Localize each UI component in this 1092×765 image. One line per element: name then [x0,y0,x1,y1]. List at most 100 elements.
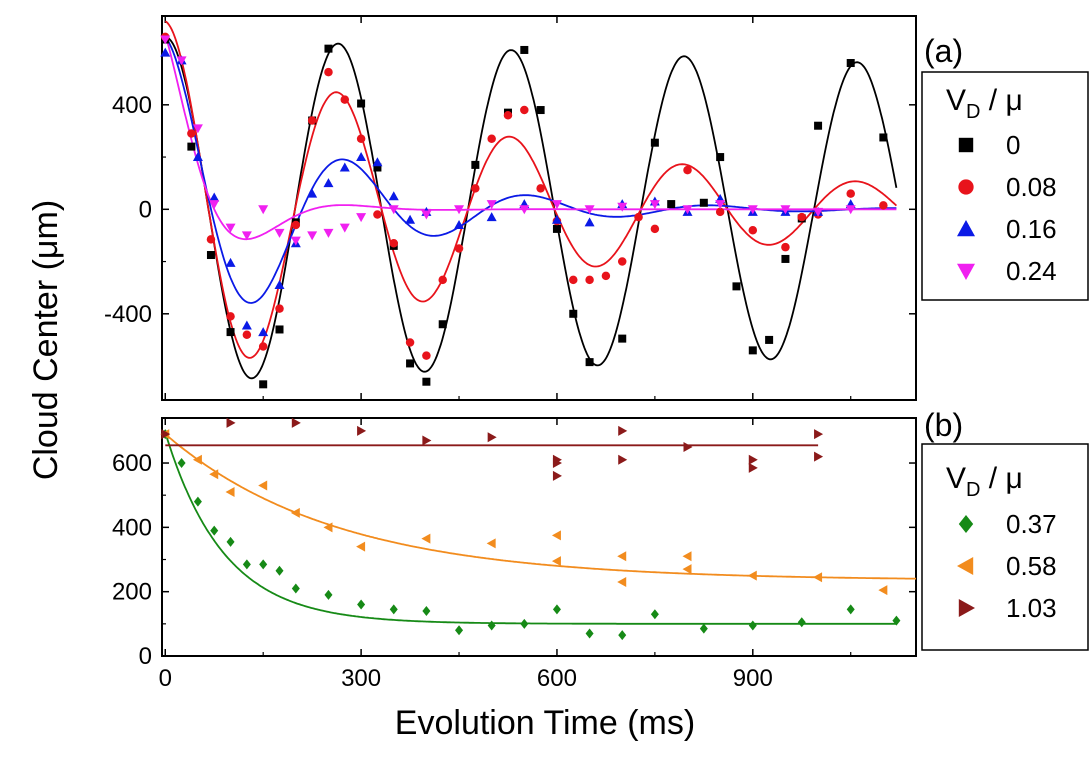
data-point-0.08 [879,201,888,210]
data-point-0 [748,346,757,355]
y-tick-label: 600 [112,450,152,477]
panel-a-ticks: -400 0 400 [104,16,916,400]
data-point-0.08 [291,220,301,230]
data-point-0.24 [258,205,269,215]
data-point-1.03 [683,441,693,452]
data-point-0.58 [617,577,627,588]
data-point-0.24 [274,228,285,238]
data-point-0.08 [258,342,268,351]
data-point-0 [716,153,725,162]
x-tick-label: 300 [341,665,381,692]
data-point-0.24 [584,205,595,215]
data-point-0.08 [569,275,578,285]
data-point-0.08 [226,312,235,321]
data-point-0.16 [388,191,399,201]
data-point-0 [699,198,708,207]
data-point-0.37 [177,458,186,469]
data-point-0 [552,224,561,233]
data-point-0.58 [421,533,431,544]
data-point-0.37 [748,620,757,631]
data-point-0.16 [225,257,236,267]
legend-a-title-rest: / μ [980,84,1022,117]
data-point-0.24 [323,228,334,238]
fit-curve-0.58 [164,433,917,580]
data-point-0.08 [242,330,252,339]
legend-label-0: 0 [1006,130,1020,160]
data-point-0.08 [601,271,611,281]
data-point-0.16 [356,152,367,162]
panel-b-markers [160,417,901,641]
data-point-0.08 [405,338,415,347]
data-point-0.08 [846,189,855,198]
data-point-0.24 [209,200,220,210]
data-point-0.58 [682,551,692,562]
y-tick-label: 0 [139,643,152,670]
data-point-0 [536,106,545,115]
data-point-0.08 [617,257,627,266]
legend-a-title: VD / μ [946,84,1023,123]
legend-marker-0.58 [957,557,974,575]
panel-a-frame [161,15,917,401]
data-point-0.24 [617,202,628,212]
x-tick-label: 900 [733,665,773,692]
data-point-0.08 [585,275,594,285]
data-point-0 [206,251,215,260]
data-point-0.16 [241,320,252,330]
legend-marker-0 [958,137,974,153]
data-point-1.03 [422,435,432,446]
data-point-0.08 [324,67,333,77]
data-point-0.16 [274,280,285,290]
data-point-0.37 [291,583,300,594]
data-point-0.37 [552,604,561,615]
data-point-0.08 [748,225,758,235]
data-point-0 [650,138,659,147]
data-point-0.08 [340,95,350,104]
data-point-0.24 [160,35,171,45]
fit-curve-0.37 [164,432,897,625]
data-point-0 [585,358,594,367]
data-point-1.03 [487,432,497,443]
data-point-0.37 [585,628,594,639]
data-point-0.37 [193,496,202,507]
data-point-0.58 [209,469,219,480]
data-point-0.08 [650,224,660,234]
data-point-0 [438,320,447,329]
y-tick-label: 400 [112,92,152,119]
data-point-0.16 [551,214,562,224]
data-point-0.08 [715,207,725,217]
data-point-0.24 [682,205,693,215]
data-point-0.37 [259,559,268,570]
data-point-0.16 [209,192,220,202]
data-point-1.03 [748,462,758,473]
data-point-0.37 [699,623,708,634]
data-point-0.08 [438,275,447,285]
data-point-0.58 [682,564,692,575]
data-point-0.37 [422,605,431,616]
panel-b-frame [161,417,917,657]
data-point-1.03 [814,429,824,440]
data-point-0 [732,282,741,291]
data-point-0.24 [551,200,562,210]
data-point-0.16 [192,152,203,162]
data-point-0.08 [471,184,480,193]
data-point-0.37 [242,559,251,570]
data-point-0.24 [421,210,432,220]
data-point-0 [667,200,676,209]
data-point-0.08 [275,304,284,313]
data-point-0.08 [781,242,790,252]
data-point-0.58 [551,530,561,541]
data-point-0.24 [715,200,726,210]
fit-curve-0 [165,36,898,380]
data-point-0.16 [339,162,350,172]
x-axis-label: Evolution Time (ms) [395,704,695,742]
panel-b-ticks: 0 200 400 600 0 300 600 900 [112,418,916,692]
legend-marker-0.24 [957,263,975,280]
data-point-0.24 [649,200,660,210]
data-point-0.37 [275,565,284,576]
data-point-1.03 [814,451,824,462]
panel-a-label: (a) [924,33,963,69]
data-point-0 [357,99,366,108]
data-point-0.16 [372,157,383,167]
data-point-0 [406,359,415,368]
data-point-0.37 [520,618,529,629]
